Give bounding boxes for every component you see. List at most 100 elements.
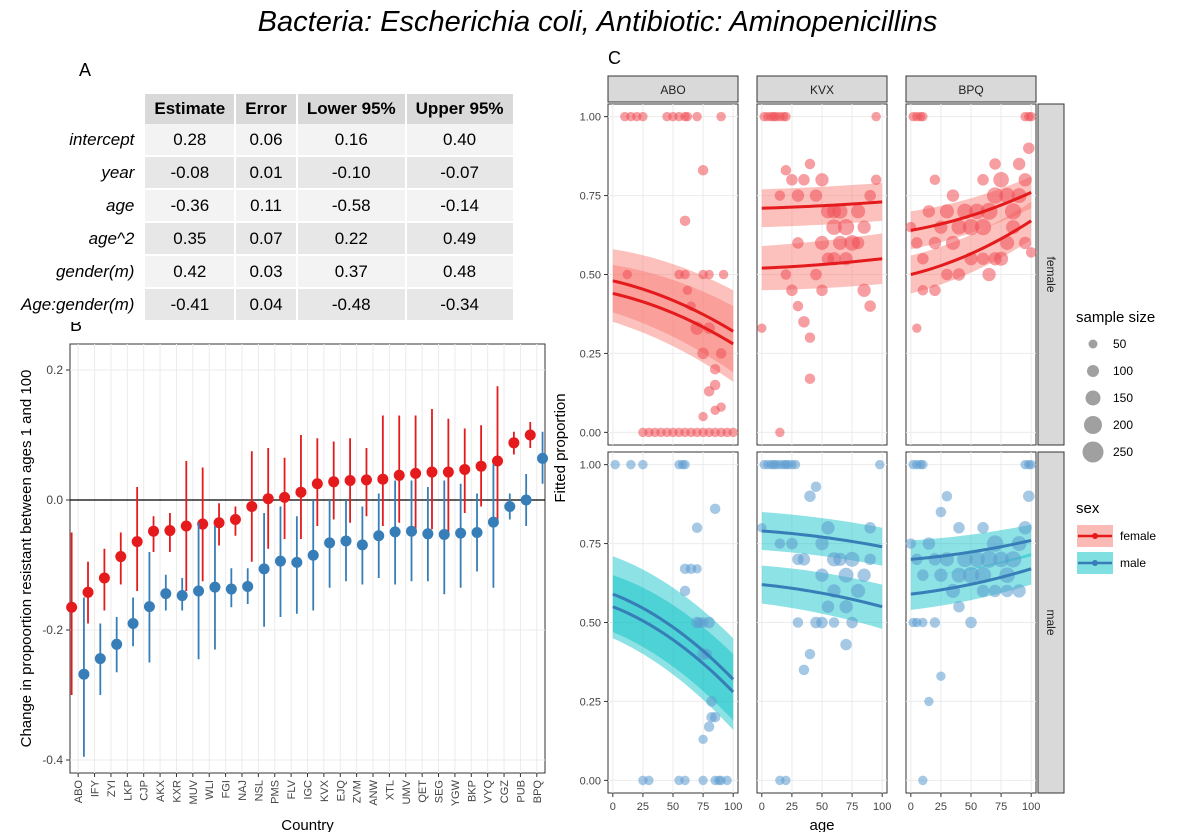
x-tick-label: LKP	[122, 780, 134, 801]
legend-size-label: 150	[1113, 391, 1133, 405]
facet-strip	[1037, 451, 1065, 794]
data-point	[679, 585, 691, 597]
x-tick-label: 100	[873, 801, 891, 813]
data-point	[844, 551, 860, 567]
data-point	[131, 536, 143, 548]
data-point	[775, 427, 785, 438]
fit-line	[612, 279, 734, 333]
table-row-label: intercept	[12, 124, 146, 157]
fit-line	[910, 567, 1032, 596]
data-point	[98, 572, 110, 584]
data-point	[704, 269, 714, 280]
x-tick-label: QET	[417, 780, 429, 803]
confidence-band	[910, 201, 1032, 294]
x-tick-label: 0	[759, 801, 765, 813]
data-point	[78, 668, 90, 680]
data-point	[475, 460, 487, 472]
data-point	[974, 219, 992, 236]
table-cell: 0.07	[235, 222, 298, 256]
x-tick-label: XTL	[384, 780, 396, 800]
data-point	[242, 580, 254, 592]
data-point	[393, 469, 405, 481]
data-point	[864, 553, 876, 566]
data-point	[307, 549, 319, 561]
data-point	[728, 427, 738, 438]
data-point	[504, 501, 516, 512]
data-point	[798, 664, 810, 676]
data-point	[340, 535, 352, 547]
x-tick-label: EJQ	[335, 780, 347, 802]
data-point	[1025, 247, 1037, 258]
data-point	[857, 568, 871, 582]
panel-label-c: C	[608, 48, 621, 68]
data-point	[492, 455, 503, 467]
data-point	[846, 616, 858, 629]
data-point	[946, 189, 960, 202]
data-point	[1026, 111, 1036, 122]
y-tick-label: -0.2	[42, 623, 63, 637]
table-row-label: age^2	[12, 222, 146, 256]
table-cell: -0.08	[144, 156, 237, 190]
facet-strip-label: female	[1044, 256, 1058, 292]
data-point	[781, 111, 791, 122]
y-tick-label: 0.2	[46, 363, 63, 377]
table-header-row: Estimate Error Lower 95% Upper 95%	[12, 94, 515, 124]
legend-size-key	[1084, 416, 1102, 434]
data-point	[197, 518, 209, 530]
y-tick-label: 0.25	[580, 348, 601, 360]
x-tick-label: 50	[667, 801, 679, 813]
x-tick-label: 75	[846, 801, 858, 813]
table-row: age^2 0.35 0.07 0.22 0.49	[12, 222, 515, 256]
data-point	[953, 600, 965, 613]
data-point	[115, 551, 127, 563]
data-point	[1018, 521, 1032, 535]
data-point	[697, 165, 709, 176]
x-tick-label: CGZ	[499, 780, 511, 804]
data-point	[626, 459, 636, 470]
x-tick-label: IFY	[90, 779, 102, 797]
data-point	[838, 567, 854, 583]
data-point	[918, 775, 928, 786]
data-point	[962, 219, 980, 236]
data-point	[989, 158, 1001, 170]
data-point	[127, 618, 139, 629]
x-tick-label: 75	[995, 801, 1007, 813]
data-point	[774, 190, 786, 201]
data-point	[406, 525, 418, 537]
legend-color-key	[1092, 560, 1098, 566]
data-point	[780, 165, 792, 176]
facet-strip	[905, 75, 1037, 103]
data-point	[804, 373, 816, 384]
data-point	[826, 204, 842, 219]
x-tick-label: 0	[610, 801, 616, 813]
fit-line	[761, 200, 883, 210]
data-point	[389, 526, 401, 538]
data-point	[792, 617, 804, 628]
data-point	[1023, 142, 1035, 154]
table-cell: 0.03	[235, 255, 298, 289]
data-point	[786, 537, 798, 550]
x-tick-label: 100	[1022, 801, 1040, 813]
table-cell: -0.41	[144, 288, 237, 322]
table-cell: 0.04	[235, 288, 298, 322]
data-point	[951, 567, 967, 583]
data-point	[840, 638, 852, 651]
table-cell: -0.14	[405, 189, 515, 223]
data-point	[922, 205, 936, 218]
data-point	[821, 521, 835, 535]
data-point	[291, 556, 303, 568]
y-tick-label: -0.4	[42, 753, 63, 767]
data-point	[164, 525, 176, 537]
data-point	[952, 268, 966, 281]
data-point	[697, 347, 709, 360]
x-tick-label: KXR	[171, 780, 183, 803]
table-cell: 0.40	[405, 124, 515, 157]
data-point	[82, 586, 94, 598]
data-point	[980, 550, 998, 568]
coefficient-table: Estimate Error Lower 95% Upper 95% inter…	[12, 94, 515, 322]
table-header-lower: Lower 95%	[296, 94, 407, 124]
data-point	[864, 189, 876, 202]
x-tick-label: ZYI	[106, 780, 118, 797]
table-cell: 0.16	[296, 124, 407, 157]
data-point	[757, 323, 767, 333]
